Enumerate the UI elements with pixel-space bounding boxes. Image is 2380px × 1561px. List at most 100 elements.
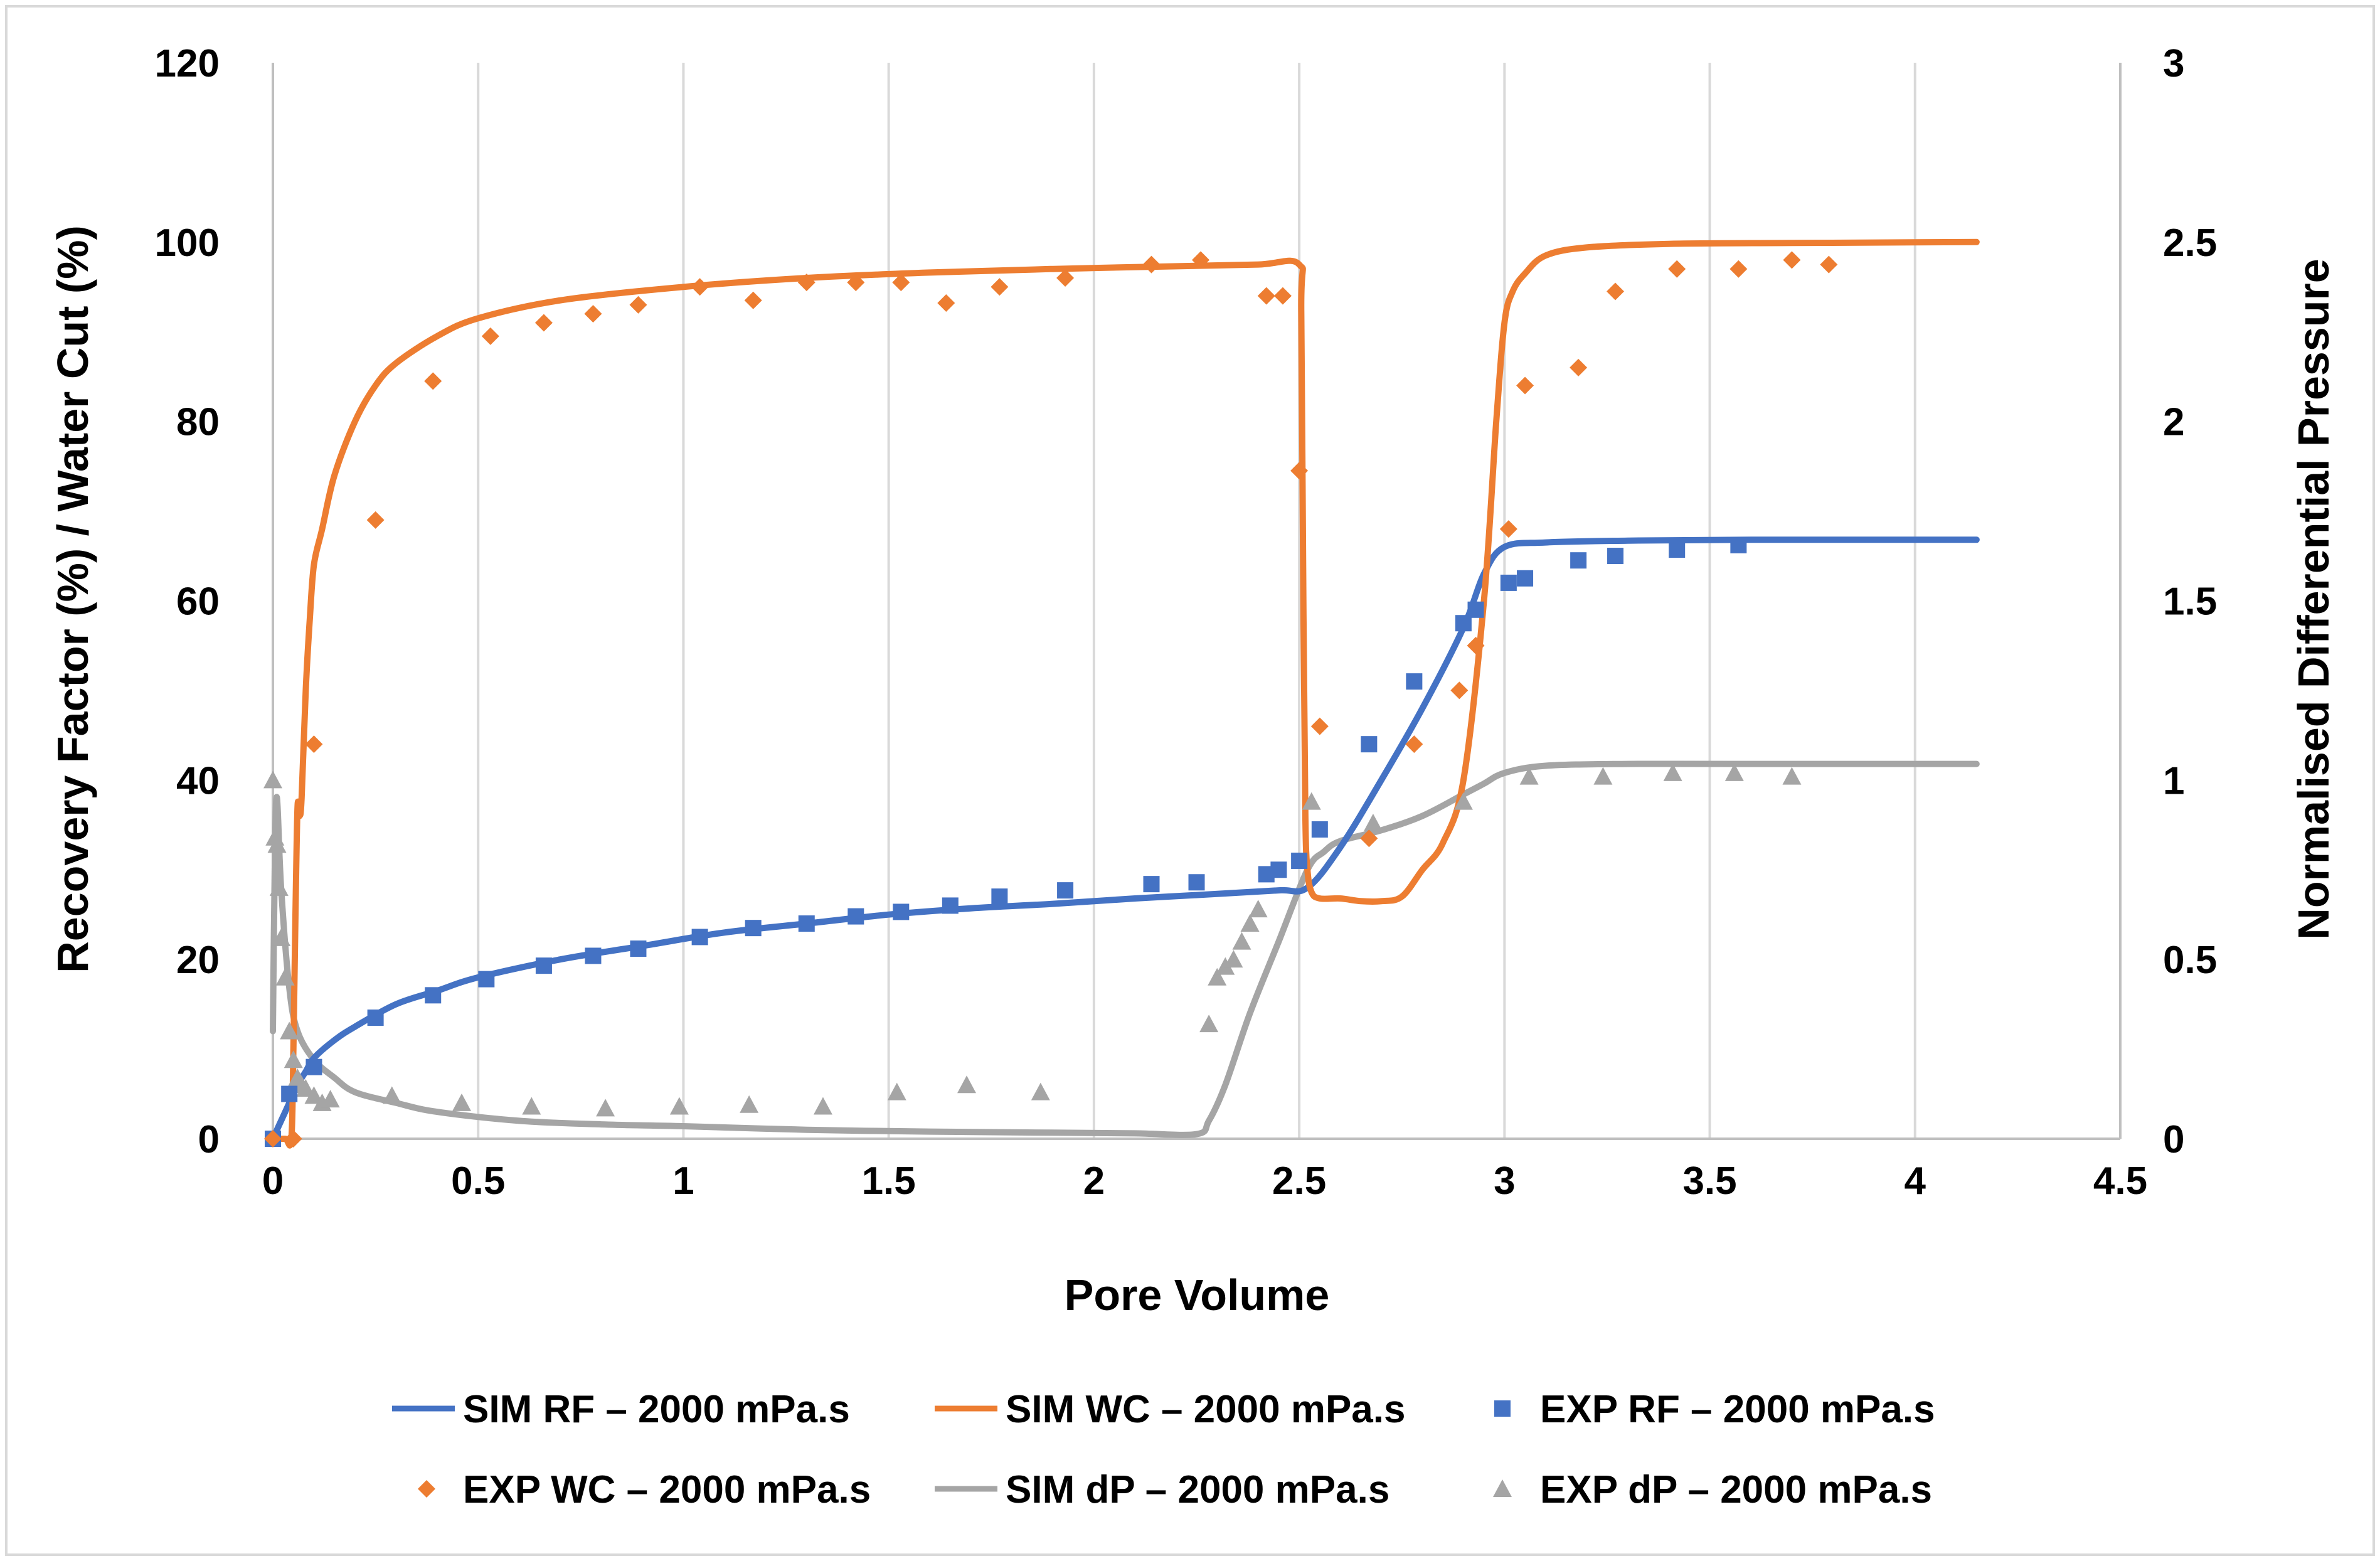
data-point-exp-dp-2000-mpa-s: [382, 1086, 401, 1104]
legend-label-sim-rf: SIM RF – 2000 mPa.s: [463, 1388, 850, 1431]
legend-label-exp-rf: EXP RF – 2000 mPa.s: [1540, 1388, 1935, 1431]
data-point-exp-wc-2000-mpa-s: [691, 278, 709, 296]
legend: SIM RF – 2000 mPa.s SIM WC – 2000 mPa.s …: [392, 1388, 1935, 1511]
data-point-exp-rf-2000-mpa-s: [1188, 874, 1205, 891]
data-point-exp-wc-2000-mpa-s: [305, 735, 323, 754]
data-point-exp-wc-2000-mpa-s: [1516, 376, 1534, 395]
data-point-exp-wc-2000-mpa-s: [284, 1130, 302, 1148]
data-point-exp-dp-2000-mpa-s: [1232, 932, 1251, 950]
data-point-exp-wc-2000-mpa-s: [1668, 260, 1686, 278]
data-point-exp-rf-2000-mpa-s: [1669, 541, 1686, 558]
data-point-exp-rf-2000-mpa-s: [1607, 548, 1624, 565]
y-tick-label: 120: [155, 42, 220, 85]
data-point-exp-wc-2000-mpa-s: [1273, 287, 1292, 305]
data-point-exp-wc-2000-mpa-s: [1467, 636, 1485, 654]
data-point-exp-rf-2000-mpa-s: [535, 957, 552, 974]
x-tick-label: 4: [1905, 1159, 1926, 1203]
data-point-exp-dp-2000-mpa-s: [263, 770, 282, 789]
data-point-exp-rf-2000-mpa-s: [745, 920, 762, 937]
data-point-exp-wc-2000-mpa-s: [366, 511, 385, 529]
y2-tick-label: 0: [2163, 1118, 2184, 1161]
y-axis-title: Recovery Factor (%) / Water Cut (%): [48, 225, 97, 973]
y-tick-label: 40: [176, 759, 220, 802]
data-point-exp-dp-2000-mpa-s: [1453, 792, 1473, 810]
data-point-exp-rf-2000-mpa-s: [1467, 601, 1484, 618]
data-point-exp-dp-2000-mpa-s: [1519, 767, 1539, 785]
data-point-exp-dp-2000-mpa-s: [272, 928, 291, 946]
data-point-exp-wc-2000-mpa-s: [797, 274, 815, 292]
y-tick-label: 80: [176, 401, 220, 444]
data-point-exp-wc-2000-mpa-s: [629, 296, 647, 314]
legend-item-sim-dp: SIM dP – 2000 mPa.s: [935, 1468, 1389, 1511]
data-point-exp-wc-2000-mpa-s: [1056, 269, 1075, 287]
y2-tick-label: 1.5: [2163, 580, 2217, 624]
series-line-sim-dp-2000-mpa-s: [270, 760, 1980, 1138]
data-point-exp-rf-2000-mpa-s: [798, 915, 815, 932]
data-point-exp-dp-2000-mpa-s: [452, 1093, 472, 1111]
data-point-exp-wc-2000-mpa-s: [264, 1130, 282, 1148]
data-point-exp-rf-2000-mpa-s: [1143, 876, 1160, 893]
data-point-exp-wc-2000-mpa-s: [1310, 717, 1329, 735]
data-point-exp-dp-2000-mpa-s: [304, 1086, 324, 1104]
legend-item-sim-wc: SIM WC – 2000 mPa.s: [935, 1388, 1406, 1431]
data-point-exp-wc-2000-mpa-s: [424, 372, 442, 390]
y2-tick-label: 1: [2163, 759, 2184, 802]
data-point-exp-dp-2000-mpa-s: [269, 878, 289, 896]
data-point-exp-wc-2000-mpa-s: [1820, 255, 1838, 274]
tick-labels: 0 0.5 1 1.5 2 2.5 3 3.5 4 4.5 0 20 40 60 80 100 120 0 0.5 1…: [155, 42, 2218, 1203]
data-point-exp-wc-2000-mpa-s: [1405, 735, 1423, 754]
data-point-exp-wc-2000-mpa-s: [847, 274, 865, 292]
y2-tick-label: 0.5: [2163, 939, 2217, 982]
data-point-exp-dp-2000-mpa-s: [1593, 767, 1613, 785]
data-point-exp-wc-2000-mpa-s: [1570, 358, 1588, 376]
data-point-exp-rf-2000-mpa-s: [425, 987, 442, 1004]
chart-area-border: [5, 5, 2375, 1556]
data-point-exp-dp-2000-mpa-s: [280, 1021, 299, 1040]
legend-item-exp-dp: EXP dP – 2000 mPa.s: [1493, 1468, 1932, 1511]
x-tick-label: 1: [672, 1159, 694, 1203]
data-point-exp-rf-2000-mpa-s: [691, 929, 708, 946]
legend-item-sim-rf: SIM RF – 2000 mPa.s: [392, 1388, 850, 1431]
x-tick-label: 3.5: [1682, 1159, 1736, 1203]
data-point-exp-dp-2000-mpa-s: [1199, 1015, 1219, 1033]
data-point-exp-dp-2000-mpa-s: [522, 1097, 541, 1115]
data-point-exp-rf-2000-mpa-s: [1361, 736, 1378, 753]
data-point-exp-wc-2000-mpa-s: [1729, 260, 1748, 278]
legend-item-exp-wc: EXP WC – 2000 mPa.s: [418, 1468, 871, 1511]
legend-swatch-exp-rf: [1494, 1400, 1511, 1417]
data-point-exp-rf-2000-mpa-s: [630, 940, 647, 957]
y2-tick-label: 2: [2163, 401, 2184, 444]
data-point-exp-rf-2000-mpa-s: [1517, 570, 1534, 587]
data-point-exp-dp-2000-mpa-s: [740, 1095, 759, 1113]
series-line-sim-wc-2000-mpa-s: [270, 238, 1980, 1149]
y-tick-label: 60: [176, 580, 220, 624]
y2-axis-title: Normalised Differential Pressure: [2289, 258, 2338, 939]
x-tick-label: 2: [1083, 1159, 1105, 1203]
data-point-exp-dp-2000-mpa-s: [1302, 792, 1321, 810]
data-point-exp-dp-2000-mpa-s: [1240, 914, 1260, 932]
data-point-exp-rf-2000-mpa-s: [942, 897, 959, 914]
x-tick-label: 0.5: [451, 1159, 505, 1203]
x-tick-label: 2.5: [1272, 1159, 1326, 1203]
data-point-exp-wc-2000-mpa-s: [534, 314, 553, 332]
data-point-exp-rf-2000-mpa-s: [1311, 821, 1328, 838]
data-point-exp-wc-2000-mpa-s: [1607, 282, 1625, 301]
data-point-exp-dp-2000-mpa-s: [1224, 950, 1243, 968]
data-point-exp-dp-2000-mpa-s: [1724, 763, 1744, 781]
data-point-exp-wc-2000-mpa-s: [1450, 681, 1469, 700]
series: [263, 238, 1980, 1149]
data-point-exp-rf-2000-mpa-s: [281, 1085, 298, 1102]
x-tick-label: 4.5: [2093, 1159, 2147, 1203]
data-point-exp-dp-2000-mpa-s: [1363, 813, 1383, 831]
data-point-exp-rf-2000-mpa-s: [1730, 536, 1747, 553]
data-point-exp-dp-2000-mpa-s: [1663, 763, 1682, 781]
series-line-sim-rf-2000-mpa-s: [270, 536, 1980, 1142]
y2-tick-label: 3: [2163, 42, 2184, 85]
data-point-exp-wc-2000-mpa-s: [481, 327, 499, 345]
x-axis-title: Pore Volume: [1065, 1271, 1330, 1319]
legend-swatch-exp-wc: [418, 1480, 435, 1498]
data-point-exp-dp-2000-mpa-s: [284, 1050, 303, 1068]
data-point-exp-dp-2000-mpa-s: [267, 835, 287, 853]
data-point-exp-wc-2000-mpa-s: [584, 305, 602, 323]
